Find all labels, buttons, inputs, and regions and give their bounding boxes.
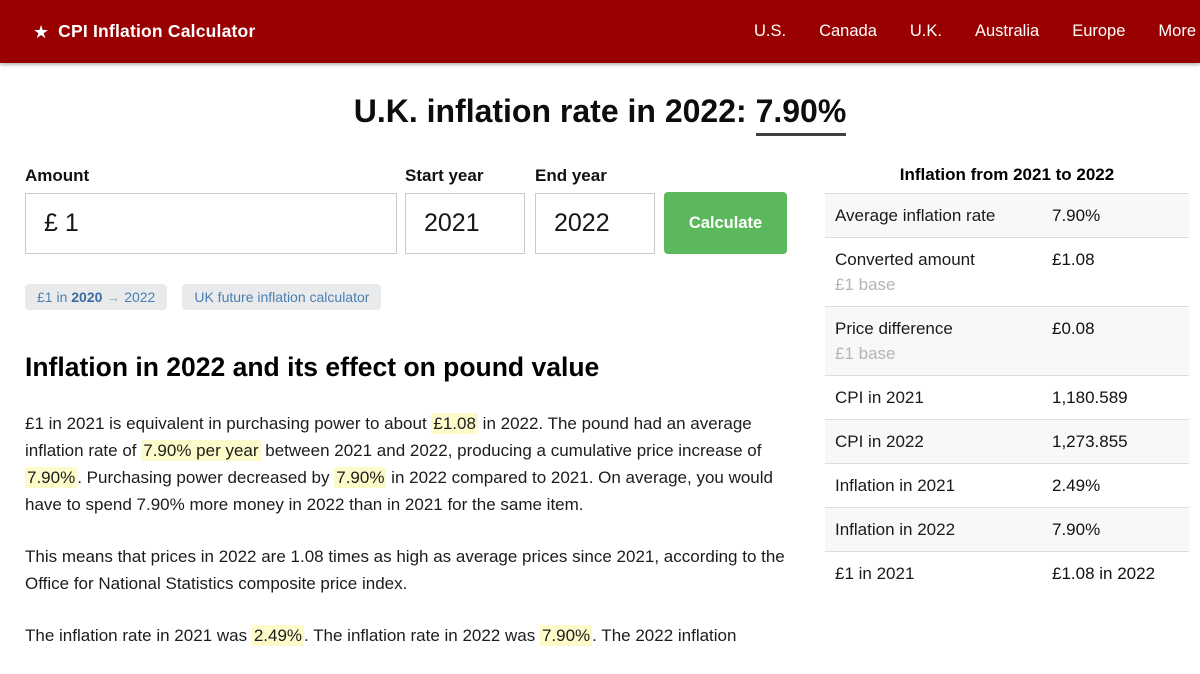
row-label-wrap: Price difference £1 base: [835, 318, 1052, 364]
start-year-field-group: Start year: [405, 166, 525, 254]
row-value: 1,180.589: [1052, 388, 1128, 407]
article-paragraph: The inflation rate in 2021 was 2.49%. Th…: [25, 622, 791, 649]
paragraph-text: This means that prices in 2022 are 1.08 …: [25, 547, 785, 593]
end-year-input[interactable]: [535, 193, 655, 254]
table-row: Price difference £1 base £0.08: [825, 306, 1189, 375]
row-label-wrap: CPI in 2022: [835, 431, 1052, 452]
article-heading: Inflation in 2022 and its effect on poun…: [25, 352, 600, 382]
article-paragraph: This means that prices in 2022 are 1.08 …: [25, 543, 791, 597]
row-sublabel: £1 base: [835, 344, 896, 363]
chip-text: UK future inflation calculator: [194, 289, 370, 305]
nav-item-us[interactable]: U.S.: [753, 22, 787, 40]
highlighted-value: 7.90% per year: [141, 440, 261, 461]
article-paragraph: £1 in 2021 is equivalent in purchasing p…: [25, 410, 791, 518]
row-label-wrap: Average inflation rate: [835, 205, 1052, 226]
row-label: CPI in 2021: [835, 388, 924, 407]
row-value: £0.08: [1052, 319, 1095, 338]
calculator-form: Amount Start year End year Calculate: [25, 166, 787, 254]
chip-text: 2022: [124, 289, 156, 305]
brand[interactable]: ★ CPI Inflation Calculator: [33, 21, 255, 42]
table-row: CPI in 2021 1,180.589: [825, 375, 1189, 419]
nav-item-australia[interactable]: Australia: [974, 22, 1040, 40]
amount-field-group: Amount: [25, 166, 397, 254]
star-icon: ★: [33, 21, 50, 42]
row-label: Average inflation rate: [835, 206, 996, 225]
brand-title: CPI Inflation Calculator: [58, 21, 256, 41]
paragraph-text: between 2021 and 2022, producing a cumul…: [260, 441, 762, 460]
highlighted-value: £1.08: [431, 413, 478, 434]
row-value: £1.08 in 2022: [1052, 564, 1156, 583]
paragraph-text: in 2022. The pound had an average inflat…: [25, 414, 752, 460]
nav-item-europe[interactable]: Europe: [1072, 22, 1126, 40]
row-label-wrap: Inflation in 2021: [835, 475, 1052, 496]
row-label: Inflation in 2021: [835, 476, 956, 495]
highlighted-value: 7.90%: [25, 467, 78, 488]
row-label-wrap: £1 in 2021: [835, 563, 1052, 584]
summary-table: Inflation from 2021 to 2022 Average infl…: [825, 165, 1189, 595]
chip-text: £1 in: [37, 289, 72, 305]
highlighted-value: 7.90%: [334, 467, 387, 488]
table-row: £1 in 2021 £1.08 in 2022: [825, 551, 1189, 595]
paragraph-text: £1 in 2021 is equivalent in purchasing p…: [25, 414, 432, 433]
summary-table-title: Inflation from 2021 to 2022: [899, 165, 1115, 184]
paragraph-text: in 2022 compared to 2021. On average, yo…: [25, 468, 773, 514]
row-label-wrap: Inflation in 2022: [835, 519, 1052, 540]
start-year-label: Start year: [405, 166, 484, 185]
row-value: £1.08: [1052, 250, 1095, 269]
row-value: 7.90%: [1052, 206, 1101, 225]
article-body: £1 in 2021 is equivalent in purchasing p…: [25, 410, 791, 649]
nav-item-more[interactable]: More: [1158, 22, 1196, 40]
row-label: CPI in 2022: [835, 432, 924, 451]
article: Inflation in 2022 and its effect on poun…: [25, 352, 791, 674]
row-label-wrap: Converted amount £1 base: [835, 249, 1052, 295]
row-label: Converted amount: [835, 250, 975, 269]
row-value: 7.90%: [1052, 520, 1101, 539]
highlighted-value: 2.49%: [251, 625, 305, 646]
amount-label: Amount: [25, 166, 90, 185]
start-year-input[interactable]: [405, 193, 525, 254]
uk-future-inflation-link[interactable]: UK future inflation calculator: [182, 284, 382, 310]
calculate-button[interactable]: Calculate: [664, 192, 787, 254]
pound-in-2020-link[interactable]: £1 in 2020 → 2022: [25, 284, 168, 310]
nav-item-uk[interactable]: U.K.: [909, 22, 942, 40]
paragraph-text: The inflation rate in 2021 was: [25, 626, 252, 645]
amount-input[interactable]: [25, 193, 397, 254]
row-label: Price difference: [835, 319, 953, 338]
paragraph-text: . The inflation rate in 2022 was: [304, 626, 540, 645]
end-year-label: End year: [535, 166, 607, 185]
paragraph-text: . The 2022 inflation: [592, 626, 737, 645]
row-label-wrap: CPI in 2021: [835, 387, 1052, 408]
header-nav: U.S. Canada U.K. Australia Europe More: [754, 22, 1196, 41]
inflation-rate-value: 7.90%: [755, 93, 847, 136]
row-label: Inflation in 2022: [835, 520, 956, 539]
table-row: Converted amount £1 base £1.08: [825, 237, 1189, 306]
end-year-field-group: End year: [535, 166, 655, 254]
row-value: 1,273.855: [1052, 432, 1128, 451]
summary-table-rows: Average inflation rate 7.90% Converted amo…: [825, 193, 1189, 595]
table-row: Inflation in 2021 2.49%: [825, 463, 1189, 507]
table-row: CPI in 2022 1,273.855: [825, 419, 1189, 463]
header: ★ CPI Inflation Calculator U.S. Canada U.K…: [0, 0, 1200, 63]
table-row: Average inflation rate 7.90%: [825, 193, 1189, 237]
chip-text: 2020: [71, 289, 103, 305]
paragraph-text: . Purchasing power decreased by: [77, 468, 335, 487]
chip-text: →: [102, 289, 125, 305]
row-value: 2.49%: [1052, 476, 1101, 495]
row-sublabel: £1 base: [835, 275, 896, 294]
page-title-prefix: U.K. inflation rate in 2022:: [353, 93, 756, 129]
page-title: U.K. inflation rate in 2022: 7.90%: [0, 93, 1200, 136]
nav-item-canada[interactable]: Canada: [819, 22, 877, 40]
highlighted-value: 7.90%: [539, 625, 593, 646]
row-label: £1 in 2021: [835, 564, 915, 583]
quick-links: £1 in 2020 → 2022 UK future inflation cal…: [25, 284, 382, 310]
table-row: Inflation in 2022 7.90%: [825, 507, 1189, 551]
